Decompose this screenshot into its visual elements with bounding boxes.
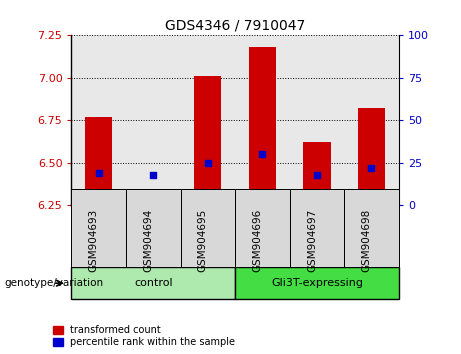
Bar (358, 108, 385, 205)
Text: Gli3T-expressing: Gli3T-expressing (271, 278, 363, 288)
Bar (235, 189, 290, 267)
Bar (126, 189, 181, 267)
Text: control: control (134, 278, 172, 288)
Bar (85, 117, 112, 205)
Title: GDS4346 / 7910047: GDS4346 / 7910047 (165, 19, 305, 33)
Point (95, 170, 102, 176)
Bar (71, 189, 126, 267)
Text: GSM904698: GSM904698 (361, 209, 372, 272)
Text: GSM904694: GSM904694 (143, 209, 153, 272)
Bar (140, 195, 167, 205)
Legend: transformed count, percentile rank within the sample: transformed count, percentile rank withi… (51, 323, 237, 349)
Text: GSM904695: GSM904695 (198, 209, 208, 272)
Bar (194, 76, 221, 205)
Point (204, 160, 212, 166)
Bar (249, 47, 276, 205)
Text: GSM904696: GSM904696 (252, 209, 262, 272)
Text: genotype/variation: genotype/variation (5, 278, 104, 288)
Bar (235, 267, 399, 299)
Point (368, 165, 375, 171)
Point (149, 172, 157, 178)
Text: GSM904697: GSM904697 (307, 209, 317, 272)
Point (259, 152, 266, 157)
Bar (181, 189, 235, 267)
Bar (303, 142, 331, 205)
Text: GSM904693: GSM904693 (89, 209, 99, 272)
Point (313, 172, 321, 178)
Bar (344, 189, 399, 267)
Bar (71, 267, 235, 299)
Bar (290, 189, 344, 267)
